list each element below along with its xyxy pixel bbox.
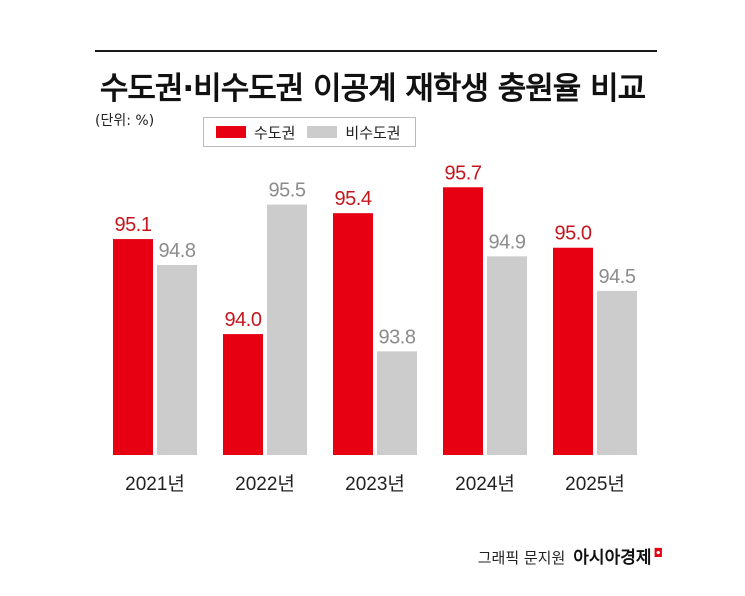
bar-noncapital-1 <box>157 265 197 455</box>
credit: 그래픽 문지원 아시아경제 ◘ <box>478 543 663 568</box>
bar-capital-3 <box>333 213 373 455</box>
legend-swatch-capital <box>216 126 246 138</box>
data-label-capital-5: 95.0 <box>555 223 592 245</box>
legend-item-capital: 수도권 <box>216 122 295 143</box>
data-label-noncapital-4: 94.9 <box>489 231 526 253</box>
data-label-capital-1: 95.1 <box>115 214 152 236</box>
bar-capital-5 <box>553 247 593 455</box>
bar-capital-1 <box>113 239 153 455</box>
x-tick-label-5: 2025년 <box>565 473 625 495</box>
data-label-capital-3: 95.4 <box>335 188 372 210</box>
x-tick-label-1: 2021년 <box>125 473 185 495</box>
data-label-noncapital-5: 94.5 <box>599 266 636 288</box>
legend-label-capital: 수도권 <box>254 123 296 142</box>
x-tick-label-4: 2024년 <box>455 473 515 495</box>
unit-label: (단위: %) <box>95 113 155 129</box>
x-tick-label-3: 2023년 <box>345 473 405 495</box>
data-label-capital-2: 94.0 <box>225 309 262 331</box>
legend-item-noncapital: 비수도권 <box>307 122 401 143</box>
bar-noncapital-5 <box>597 290 637 455</box>
brand-name: 아시아경제 <box>573 548 652 568</box>
legend-swatch-noncapital <box>307 126 338 138</box>
x-tick-label-2: 2022년 <box>235 473 295 495</box>
data-label-noncapital-1: 94.8 <box>159 240 196 262</box>
bar-noncapital-2 <box>267 204 307 455</box>
data-label-noncapital-3: 93.8 <box>379 326 416 348</box>
bar-capital-4 <box>443 187 483 456</box>
data-label-capital-4: 95.7 <box>445 162 482 184</box>
data-label-noncapital-2: 95.5 <box>269 180 306 202</box>
credit-label: 그래픽 문지원 <box>477 549 566 567</box>
brand-mark-icon: ◘ <box>653 546 664 560</box>
bar-capital-2 <box>223 334 263 455</box>
legend-label-noncapital: 비수도권 <box>345 123 401 142</box>
bar-noncapital-4 <box>487 256 527 455</box>
title-rule <box>95 50 657 52</box>
bar-noncapital-3 <box>377 351 417 455</box>
legend: 수도권 비수도권 <box>203 117 416 147</box>
chart-title: 수도권·비수도권 이공계 재학생 충원율 비교 <box>99 71 646 107</box>
